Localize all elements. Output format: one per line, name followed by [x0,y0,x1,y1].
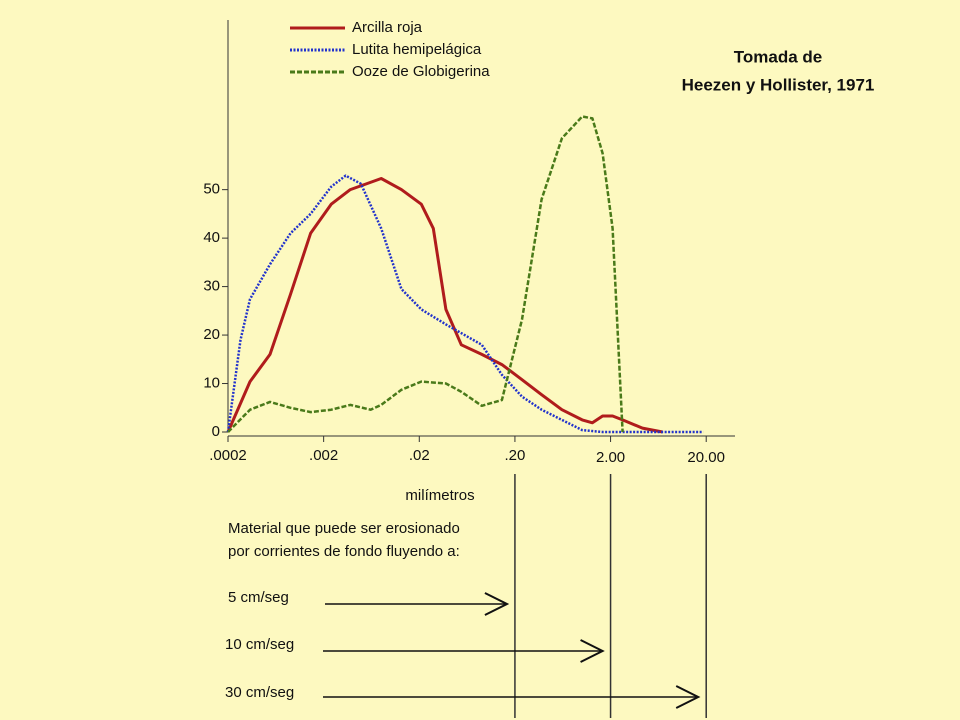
y-tick-label: 40 [203,229,220,246]
x-tick-label: .20 [504,447,525,464]
line [226,177,663,434]
arrow-head [484,592,510,616]
note: por corrientes de fondo fluyendo a: [228,543,460,560]
annotation: Heezen y Hollister, 1971 [682,75,875,94]
velocity-label: 10 cm/seg [225,636,294,653]
x-tick-label: .0002 [209,447,247,464]
y-tick-label: 30 [203,278,220,295]
legend-label: Lutita hemipelágica [352,41,482,58]
x-tick-label: 20.00 [687,449,725,466]
y-tick-label: 0 [212,423,220,440]
velocity-label: 5 cm/seg [228,589,289,606]
y-tick-label: 10 [203,374,220,391]
x-tick-label: 2.00 [596,449,625,466]
arrow-head [580,639,605,663]
note: Material que puede ser erosionado [228,520,460,537]
x-axis-label: milímetros [405,487,474,504]
legend-label: Arcilla roja [352,19,423,36]
line [227,115,624,433]
line [226,174,704,434]
y-tick-label: 50 [203,181,220,198]
y-tick-label: 20 [203,326,220,343]
annotation: Tomada de [734,47,822,66]
x-tick-label: .002 [309,447,338,464]
legend-label: Ooze de Globigerina [352,63,490,80]
x-tick-label: .02 [409,447,430,464]
velocity-label: 30 cm/seg [225,684,294,701]
arrow-head [675,685,701,709]
